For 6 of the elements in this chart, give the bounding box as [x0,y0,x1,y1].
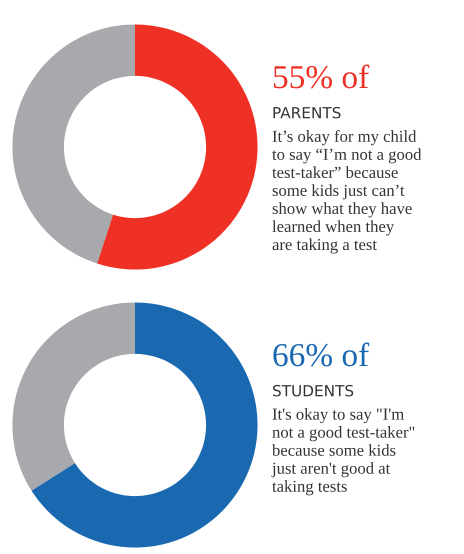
text: It's okay to say "I'm not a good test-taker" because some kids just aren't good at taking tests [272,408,414,496]
text: STUDENTS [273,384,354,396]
text: 66% of [273,342,370,366]
text: It’s okay for my child to say “I’m not a good test-taker” because some kids just can’t show what they have learned when they are taking a test [272,130,422,254]
text: PARENTS [274,106,341,118]
text: 55% of [274,64,370,88]
